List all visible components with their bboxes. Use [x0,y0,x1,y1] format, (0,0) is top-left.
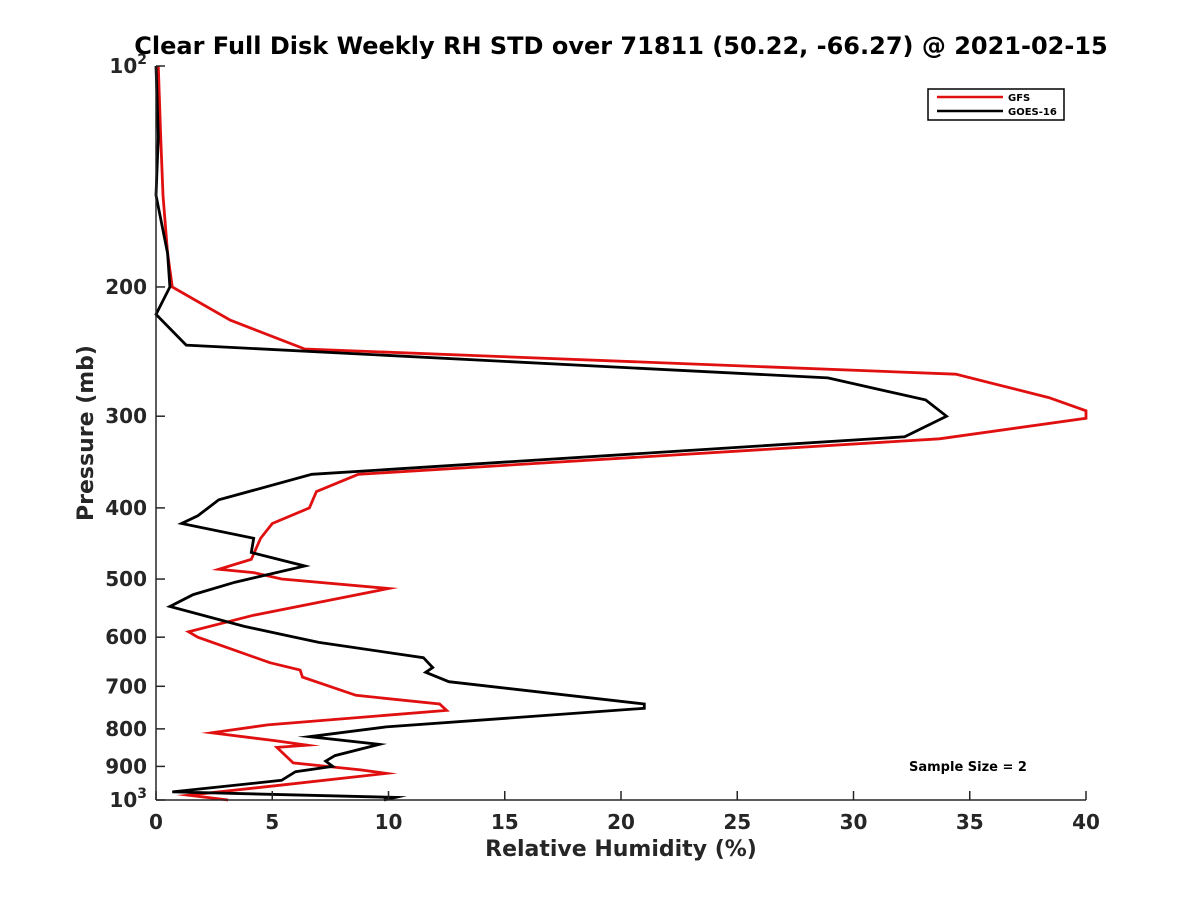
x-tick-label: 5 [265,810,279,834]
x-tick-label: 40 [1072,810,1100,834]
series-line-goes16 [154,65,950,802]
x-tick-label: 10 [375,810,403,834]
ticks-layer: 0 5 10 15 20 25 30 35 40 102 200 300 400 500 600 700 800… [105,52,1100,834]
x-tick-label: 15 [491,810,519,834]
y-tick-label: 300 [105,404,147,428]
y-tick-label: 600 [105,625,147,649]
legend: GFS GOES-16 [927,88,1065,121]
y-tick-label: 103 [109,786,147,812]
legend-label-gfs: GFS [1008,93,1030,104]
y-tick-label: 700 [105,674,147,698]
series-line-gfs [156,65,1088,802]
legend-label-goes16: GOES-16 [1008,107,1057,118]
x-tick-label: 35 [956,810,984,834]
x-tick-label: 25 [723,810,751,834]
sample-size-annotation: Sample Size = 2 [909,760,1027,775]
y-tick-label: 400 [105,496,147,520]
x-tick-label: 20 [607,810,635,834]
y-tick-label: 102 [109,52,147,78]
y-axis-label: Pressure (mb) [74,345,99,521]
legend-box [927,88,1065,121]
y-tick-label: 800 [105,717,147,741]
y-tick-label: 200 [105,275,147,299]
y-tick-label: 900 [105,754,147,778]
x-tick-label: 30 [840,810,868,834]
x-tick-label: 0 [149,810,163,834]
x-axis-label: Relative Humidity (%) [485,837,757,862]
y-tick-label: 500 [105,567,147,591]
chart-title: Clear Full Disk Weekly RH STD over 71811… [134,32,1107,60]
series-layer [154,65,1088,802]
